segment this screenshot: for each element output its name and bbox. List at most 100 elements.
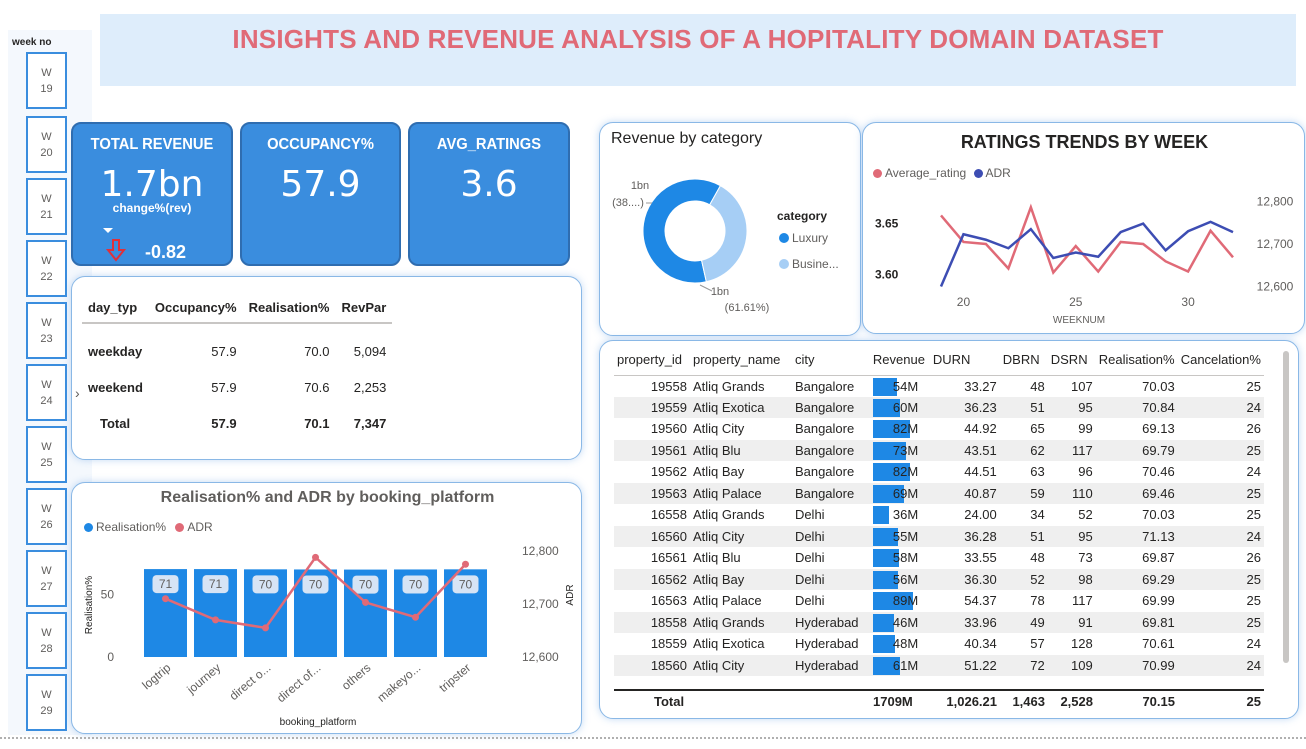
week-number: 25 <box>40 456 53 469</box>
data-label-bg <box>202 575 229 594</box>
cell: 44.92 <box>964 421 997 437</box>
column-header[interactable]: DBRN <box>1002 352 1040 368</box>
revenue-bar <box>872 463 910 481</box>
slice-label: 1bn <box>711 286 729 298</box>
week-prefix: W <box>41 502 52 515</box>
chart-title: Revenue by category <box>611 130 763 147</box>
cell: 70.84 <box>1095 396 1178 418</box>
table-row[interactable]: 16563 Atliq Palace Delhi 89M 54.37 78 117 69.99… <box>614 590 1264 612</box>
column-header[interactable]: DURN <box>932 352 971 368</box>
y2-tick-label: 12,600 <box>1257 280 1294 294</box>
chart-legend: Realisation% ADR <box>84 520 213 534</box>
avg-ratings-card[interactable]: AVG_RATINGS 3.6 <box>408 122 570 266</box>
property-table: property_id property_name city Revenue DURN D… <box>614 345 1264 676</box>
column-header[interactable]: property_id <box>617 352 683 368</box>
table-row[interactable]: 19559 Atliq Exotica Bangalore 60M 36.23 51 95 7… <box>614 396 1264 418</box>
cell: 25 <box>1177 568 1264 590</box>
revenue-value: 54M <box>892 378 919 394</box>
legend-label: Average_rating <box>885 166 967 180</box>
table-row[interactable]: 19558 Atliq Grands Bangalore 54M 33.27 48 107 7… <box>614 375 1264 397</box>
cell: 24 <box>1177 525 1264 547</box>
cell: 36.28 <box>929 525 1000 547</box>
leader-line <box>699 284 713 292</box>
table-row[interactable]: 16558 Atliq Grands Delhi 36M 24.00 34 52 70.03 2… <box>614 504 1264 526</box>
column-header[interactable]: Realisation% <box>1098 352 1175 368</box>
cell: Atliq Bay <box>692 464 745 480</box>
cell: 73 <box>1078 550 1093 566</box>
table-row[interactable]: 16562 Atliq Bay Delhi 56M 36.30 52 98 69.29 25 <box>614 568 1264 590</box>
table-row[interactable]: weekend 57.9 70.6 2,253 <box>82 369 392 405</box>
column-header[interactable]: Cancelation% <box>1180 352 1261 368</box>
cell: 33.55 <box>964 550 997 566</box>
column-header[interactable]: Realisation% <box>248 300 330 315</box>
cell: 36.23 <box>929 396 1000 418</box>
column-header[interactable]: Revenue <box>872 352 925 368</box>
table-row[interactable]: 18558 Atliq Grands Hyderabad 46M 33.96 49 91 69… <box>614 611 1264 633</box>
cell: Hyderabad <box>791 654 870 676</box>
week-tile[interactable]: W 22 <box>26 240 67 297</box>
cell: 91 <box>1047 611 1096 633</box>
column-header[interactable]: RevPar <box>341 300 387 315</box>
cell: 89M <box>870 590 930 612</box>
slice-label: (61.61%) <box>725 302 770 314</box>
week-tile[interactable]: W 26 <box>26 488 67 545</box>
week-tile[interactable]: W 29 <box>26 674 67 731</box>
cell: 5,094 <box>353 343 387 359</box>
table-row[interactable]: 16561 Atliq Blu Delhi 58M 33.55 48 73 69.87 26 <box>614 547 1264 569</box>
legend-dot <box>873 169 882 179</box>
donut-slice <box>700 184 748 283</box>
week-tile[interactable]: W 21 <box>26 178 67 235</box>
column-header[interactable]: Occupancy% <box>154 300 237 315</box>
cell: Hyderabad <box>791 611 870 633</box>
week-tile[interactable]: W 20 <box>26 116 67 173</box>
table-row[interactable]: weekday 57.9 70.0 5,094 <box>82 333 392 369</box>
week-tile[interactable]: W 25 <box>26 426 67 483</box>
column-header[interactable]: day_typ <box>88 300 138 315</box>
cell: 69.81 <box>1095 611 1178 633</box>
table-row[interactable]: 16560 Atliq City Delhi 55M 36.28 51 95 71.13 24 <box>614 525 1264 547</box>
week-tile[interactable]: W 19 <box>26 52 67 109</box>
table-row[interactable]: 18560 Atliq City Hyderabad 61M 51.22 72 109 70.… <box>614 654 1264 676</box>
cell: Delhi <box>791 525 870 547</box>
cell: Atliq Palace <box>692 593 762 609</box>
category-chart-panel: Revenue by category 1bn (38....) 1bn (61.61… <box>599 122 861 336</box>
cell: 24 <box>1246 636 1261 652</box>
adr-point <box>362 598 369 606</box>
week-tile[interactable]: W 27 <box>26 550 67 607</box>
cell: 18560 <box>614 654 690 676</box>
cell: 51 <box>999 525 1048 547</box>
revenue-bar <box>872 506 890 524</box>
table-row[interactable]: 19562 Atliq Bay Bangalore 82M 44.51 63 96 70.46… <box>614 461 1264 483</box>
column-header[interactable]: property_name <box>692 352 781 368</box>
cell: Bangalore <box>791 396 870 418</box>
cell: Delhi <box>794 507 825 523</box>
cell: Atliq City <box>689 654 792 676</box>
table-row[interactable]: 18559 Atliq Exotica Hyderabad 48M 40.34 57 128… <box>614 633 1264 655</box>
week-prefix: W <box>41 626 52 639</box>
table-row[interactable]: 19560 Atliq City Bangalore 82M 44.92 65 99 69.1… <box>614 418 1264 440</box>
donut-slice <box>642 178 722 284</box>
cell: 25 <box>1246 378 1261 394</box>
week-tile[interactable]: W 23 <box>26 302 67 359</box>
column-header[interactable]: DSRN <box>1050 352 1088 368</box>
week-tile[interactable]: W 24 <box>26 364 67 421</box>
revenue-bar <box>872 613 894 632</box>
total-revenue-card[interactable]: TOTAL REVENUE 1.7bn change%(rev) -0.82 <box>71 122 233 266</box>
cell: 25 <box>1246 507 1261 523</box>
cell: 54.37 <box>964 593 997 609</box>
week-prefix: W <box>41 440 52 453</box>
week-number: 23 <box>40 332 53 345</box>
table-row[interactable]: 19563 Atliq Palace Bangalore 69M 40.87 59 110 6… <box>614 482 1264 504</box>
y-axis-title: Realisation% <box>84 576 95 634</box>
chevron-right-icon[interactable]: › <box>75 385 80 401</box>
column-header[interactable]: city <box>794 352 815 368</box>
table-scrollbar[interactable] <box>1283 351 1289 663</box>
occupancy-card[interactable]: OCCUPANCY% 57.9 <box>240 122 401 266</box>
revenue-bar <box>872 441 906 460</box>
legend-dot <box>779 233 789 243</box>
cell: 62 <box>999 439 1048 461</box>
week-tile[interactable]: W 28 <box>26 612 67 669</box>
cell: 49 <box>999 611 1048 633</box>
data-label-bg <box>352 575 379 594</box>
table-row[interactable]: 19561 Atliq Blu Bangalore 73M 43.51 62 117 69.7… <box>614 439 1264 461</box>
